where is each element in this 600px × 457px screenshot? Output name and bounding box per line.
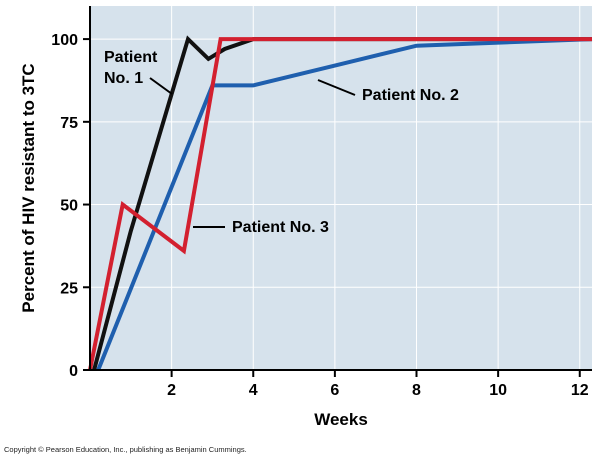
x-tick-label: 4 <box>249 382 258 399</box>
y-tick-label: 75 <box>60 115 78 132</box>
y-tick-label: 50 <box>60 198 78 215</box>
x-tick-label: 6 <box>330 382 339 399</box>
series-line-2 <box>96 37 593 371</box>
y-axis-title: Percent of HIV resistant to 3TC <box>19 63 38 312</box>
series-line-3 <box>88 37 592 371</box>
annotation-label-1: Patient No. 1 <box>104 49 158 87</box>
x-tick-label: 10 <box>489 382 507 399</box>
x-axis-title: Weeks <box>314 410 368 429</box>
x-tick-label: 12 <box>571 382 589 399</box>
plot-area <box>90 6 592 370</box>
axes <box>83 6 592 377</box>
annotation-leader-2 <box>317 79 356 96</box>
series-lines <box>88 35 593 371</box>
y-tick-label: 0 <box>69 363 78 380</box>
annotation-leader-1 <box>149 77 173 95</box>
copyright-notice: Copyright © Pearson Education, Inc., pub… <box>4 445 247 454</box>
x-tick-label: 2 <box>167 382 176 399</box>
y-tick-label: 100 <box>51 32 78 49</box>
x-tick-label: 8 <box>412 382 421 399</box>
annotation-label-2: Patient No. 2 <box>362 87 459 104</box>
annotation-label-3: Patient No. 3 <box>232 219 329 236</box>
y-tick-label: 25 <box>60 280 78 297</box>
series-annotations: Patient No. 1 Patient No. 2 Patient No. 3 <box>104 49 459 236</box>
tick-labels: 0 25 50 75 100 2 4 6 8 10 12 <box>51 32 588 399</box>
